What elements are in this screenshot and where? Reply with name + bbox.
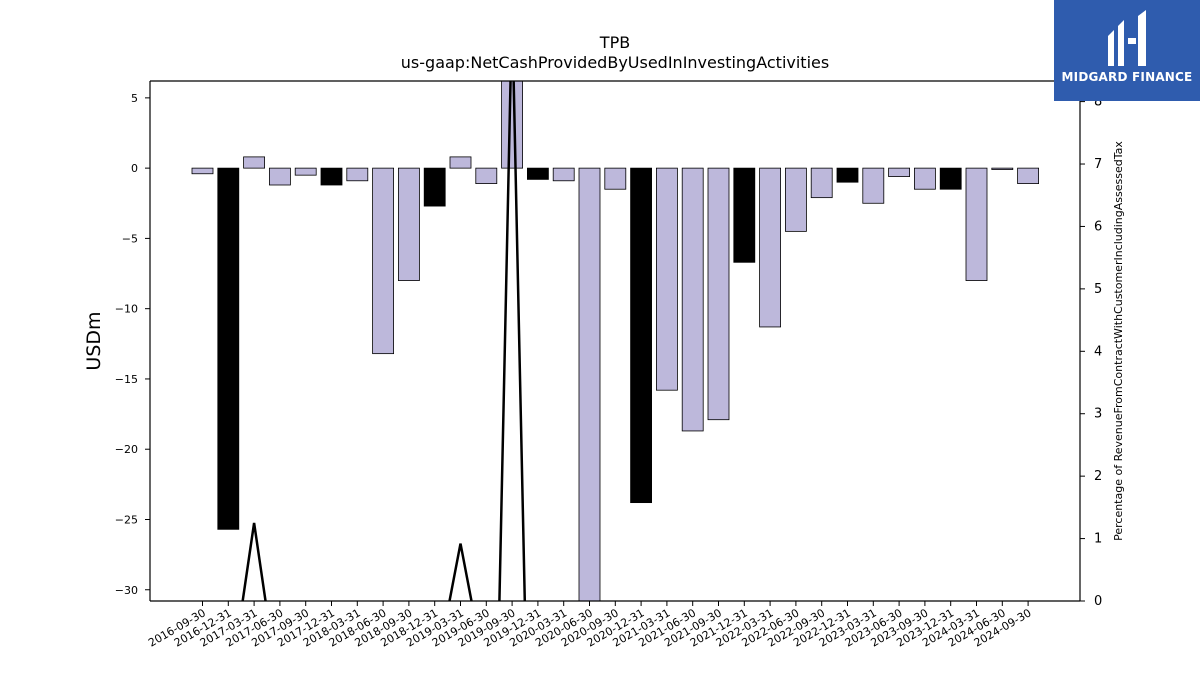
bar [759,167,781,328]
y-axis-label: USDm [83,311,105,370]
bar [862,167,885,204]
y-tick-label: 5 [131,92,138,105]
bar [191,167,214,175]
line-segment [448,543,473,601]
line-segment [241,522,267,601]
y-tick-label: −15 [115,373,138,386]
bar [423,167,446,207]
bar [320,167,343,186]
bar [630,167,652,504]
bar [294,167,317,176]
bar [527,167,549,180]
bar [888,167,910,177]
y2-tick-label: 6 [1094,219,1102,234]
chart-title: TPB [599,33,630,52]
bar [914,167,936,190]
y2-tick-label: 3 [1094,407,1102,422]
series-bars [191,81,1039,601]
bar [475,167,498,184]
bar [733,167,756,263]
y2-tick-label: 1 [1094,532,1102,547]
bar [578,167,601,601]
bar [1017,167,1039,184]
bar [372,167,395,355]
chart-subtitle: us-gaap:NetCashProvidedByUsedInInvesting… [401,53,829,72]
bar [449,156,472,169]
bar [965,167,988,281]
y2-tick-label: 8 [1094,95,1102,110]
y-tick-label: −10 [115,303,138,316]
bar [991,167,1014,170]
y-tick-label: −30 [115,584,138,597]
y-tick-label: −5 [122,232,138,245]
bar [397,167,420,281]
logo-mark-icon [1108,10,1146,66]
y2-tick-label: 2 [1094,469,1102,484]
y-tick-label: 0 [131,162,138,175]
y2-tick-label: 5 [1094,282,1102,297]
bar [707,167,730,421]
bar [217,167,240,530]
bar [552,167,575,182]
bar [501,81,524,169]
bar [656,167,678,391]
y2-tick-label: 0 [1094,594,1102,609]
logo-text: MIDGARD FINANCE [1061,70,1193,84]
bar [604,167,627,190]
bar [939,167,962,190]
y-tick-label: −20 [115,443,138,456]
bar [346,167,369,182]
y2-tick-label: 7 [1094,157,1102,172]
company-logo: MIDGARD FINANCE [1054,0,1200,101]
bar [243,156,266,169]
plot-area [191,81,1039,601]
y-tick-label: −25 [115,513,138,526]
series-line [241,81,527,601]
bar [785,167,807,232]
bar [836,167,859,183]
bar [268,167,291,186]
y2-axis-label: Percentage of RevenueFromContractWithCus… [1112,141,1125,541]
bar [681,167,704,432]
bar [810,167,833,199]
line-segment [498,81,527,601]
y2-tick-label: 4 [1094,344,1102,359]
